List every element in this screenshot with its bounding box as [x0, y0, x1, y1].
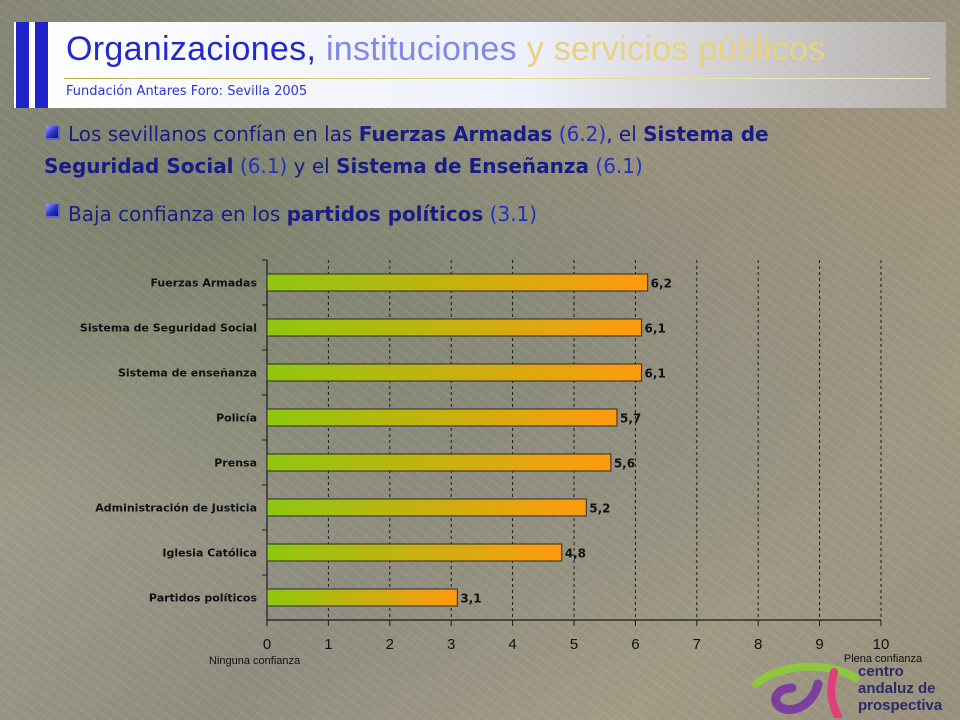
- x-tick-label: 4: [508, 636, 516, 653]
- category-label: Sistema de enseñanza: [118, 367, 257, 380]
- bullet-2-segment: Baja confianza en los: [68, 202, 287, 226]
- bullet-text-2: Baja confianza en los partidos políticos…: [44, 198, 874, 230]
- bullet-1-segment: y el: [287, 154, 337, 178]
- header-deco-bar-2: [35, 22, 48, 108]
- bar-value-label: 6,2: [651, 277, 672, 291]
- category-label: Sistema de Seguridad Social: [80, 322, 257, 335]
- bullet-1-segment: Fuerzas Armadas: [358, 122, 553, 146]
- logo-text-line-3: prospectiva: [858, 697, 943, 714]
- category-label: Fuerzas Armadas: [150, 277, 257, 290]
- bar-value-label: 5,6: [614, 457, 635, 471]
- header-deco-bar-1: [16, 22, 29, 108]
- bullet-1-segment: (6.1): [233, 154, 288, 178]
- page-subtitle: Fundación Antares Foro: Sevilla 2005: [66, 84, 308, 99]
- x-tick-label: 8: [754, 636, 762, 653]
- bar-5: [266, 453, 612, 472]
- category-label: Policía: [216, 412, 257, 425]
- page-title: Organizaciones, instituciones y servicio…: [66, 30, 826, 69]
- bar-3: [266, 363, 643, 382]
- x-tick-label: 2: [386, 636, 394, 653]
- bar-value-label: 3,1: [460, 592, 481, 606]
- x-tick-label: 9: [815, 636, 823, 653]
- bullet-1-segment: Los sevillanos confían en las: [68, 122, 359, 146]
- bar-1: [266, 273, 649, 292]
- bar-value-label: 4,8: [565, 547, 586, 561]
- bullet-1-segment: Sistema de Enseñanza: [336, 154, 590, 178]
- centro-andaluz-logo-icon: [752, 662, 860, 718]
- bar-value-label: 5,7: [620, 412, 641, 426]
- x-max-label: Plena confianza: [844, 653, 923, 665]
- bullet-square-icon: [46, 204, 60, 218]
- bar-4: [266, 408, 618, 427]
- bar-value-label: 6,1: [645, 367, 666, 381]
- logo-text-line-1: centro: [858, 663, 904, 680]
- x-min-label: Ninguna confianza: [209, 655, 301, 667]
- title-part-1: Organizaciones,: [66, 30, 317, 68]
- category-label: Iglesia Católica: [162, 547, 257, 560]
- title-underline: [64, 78, 930, 79]
- x-tick-label: 5: [570, 636, 578, 653]
- title-part-3: y servicios públicos: [526, 30, 826, 68]
- bullet-text-1: Los sevillanos confían en las Fuerzas Ar…: [44, 118, 874, 182]
- logo-text-line-2: andaluz de: [858, 680, 936, 697]
- x-tick-label: 10: [873, 636, 890, 653]
- category-label: Prensa: [214, 457, 257, 470]
- bullet-2-segment: (3.1): [483, 202, 538, 226]
- bullet-square-icon: [46, 126, 60, 140]
- category-label: Partidos políticos: [149, 592, 258, 605]
- x-tick-label: 1: [324, 636, 332, 653]
- header-band: [14, 22, 946, 108]
- x-tick-label: 3: [447, 636, 455, 653]
- bar-8: [266, 588, 458, 607]
- x-tick-label: 7: [693, 636, 701, 653]
- category-label: Administración de Justicia: [95, 502, 257, 515]
- bullet-1-segment: Sistema de Seguridad Social: [44, 122, 769, 178]
- bar-6: [266, 498, 587, 517]
- bullet-1-segment: , el: [606, 122, 644, 146]
- title-part-2: instituciones: [325, 30, 517, 68]
- x-tick-label: 0: [263, 636, 271, 653]
- bar-7: [266, 543, 563, 562]
- x-tick-label: 6: [631, 636, 639, 653]
- bullet-2-segment: partidos políticos: [286, 202, 484, 226]
- bar-2: [266, 318, 643, 337]
- bar-value-label: 5,2: [589, 502, 610, 516]
- bullet-1-segment: (6.1): [589, 154, 643, 178]
- bullet-1-segment: (6.2): [552, 122, 607, 146]
- bar-value-label: 6,1: [645, 322, 666, 336]
